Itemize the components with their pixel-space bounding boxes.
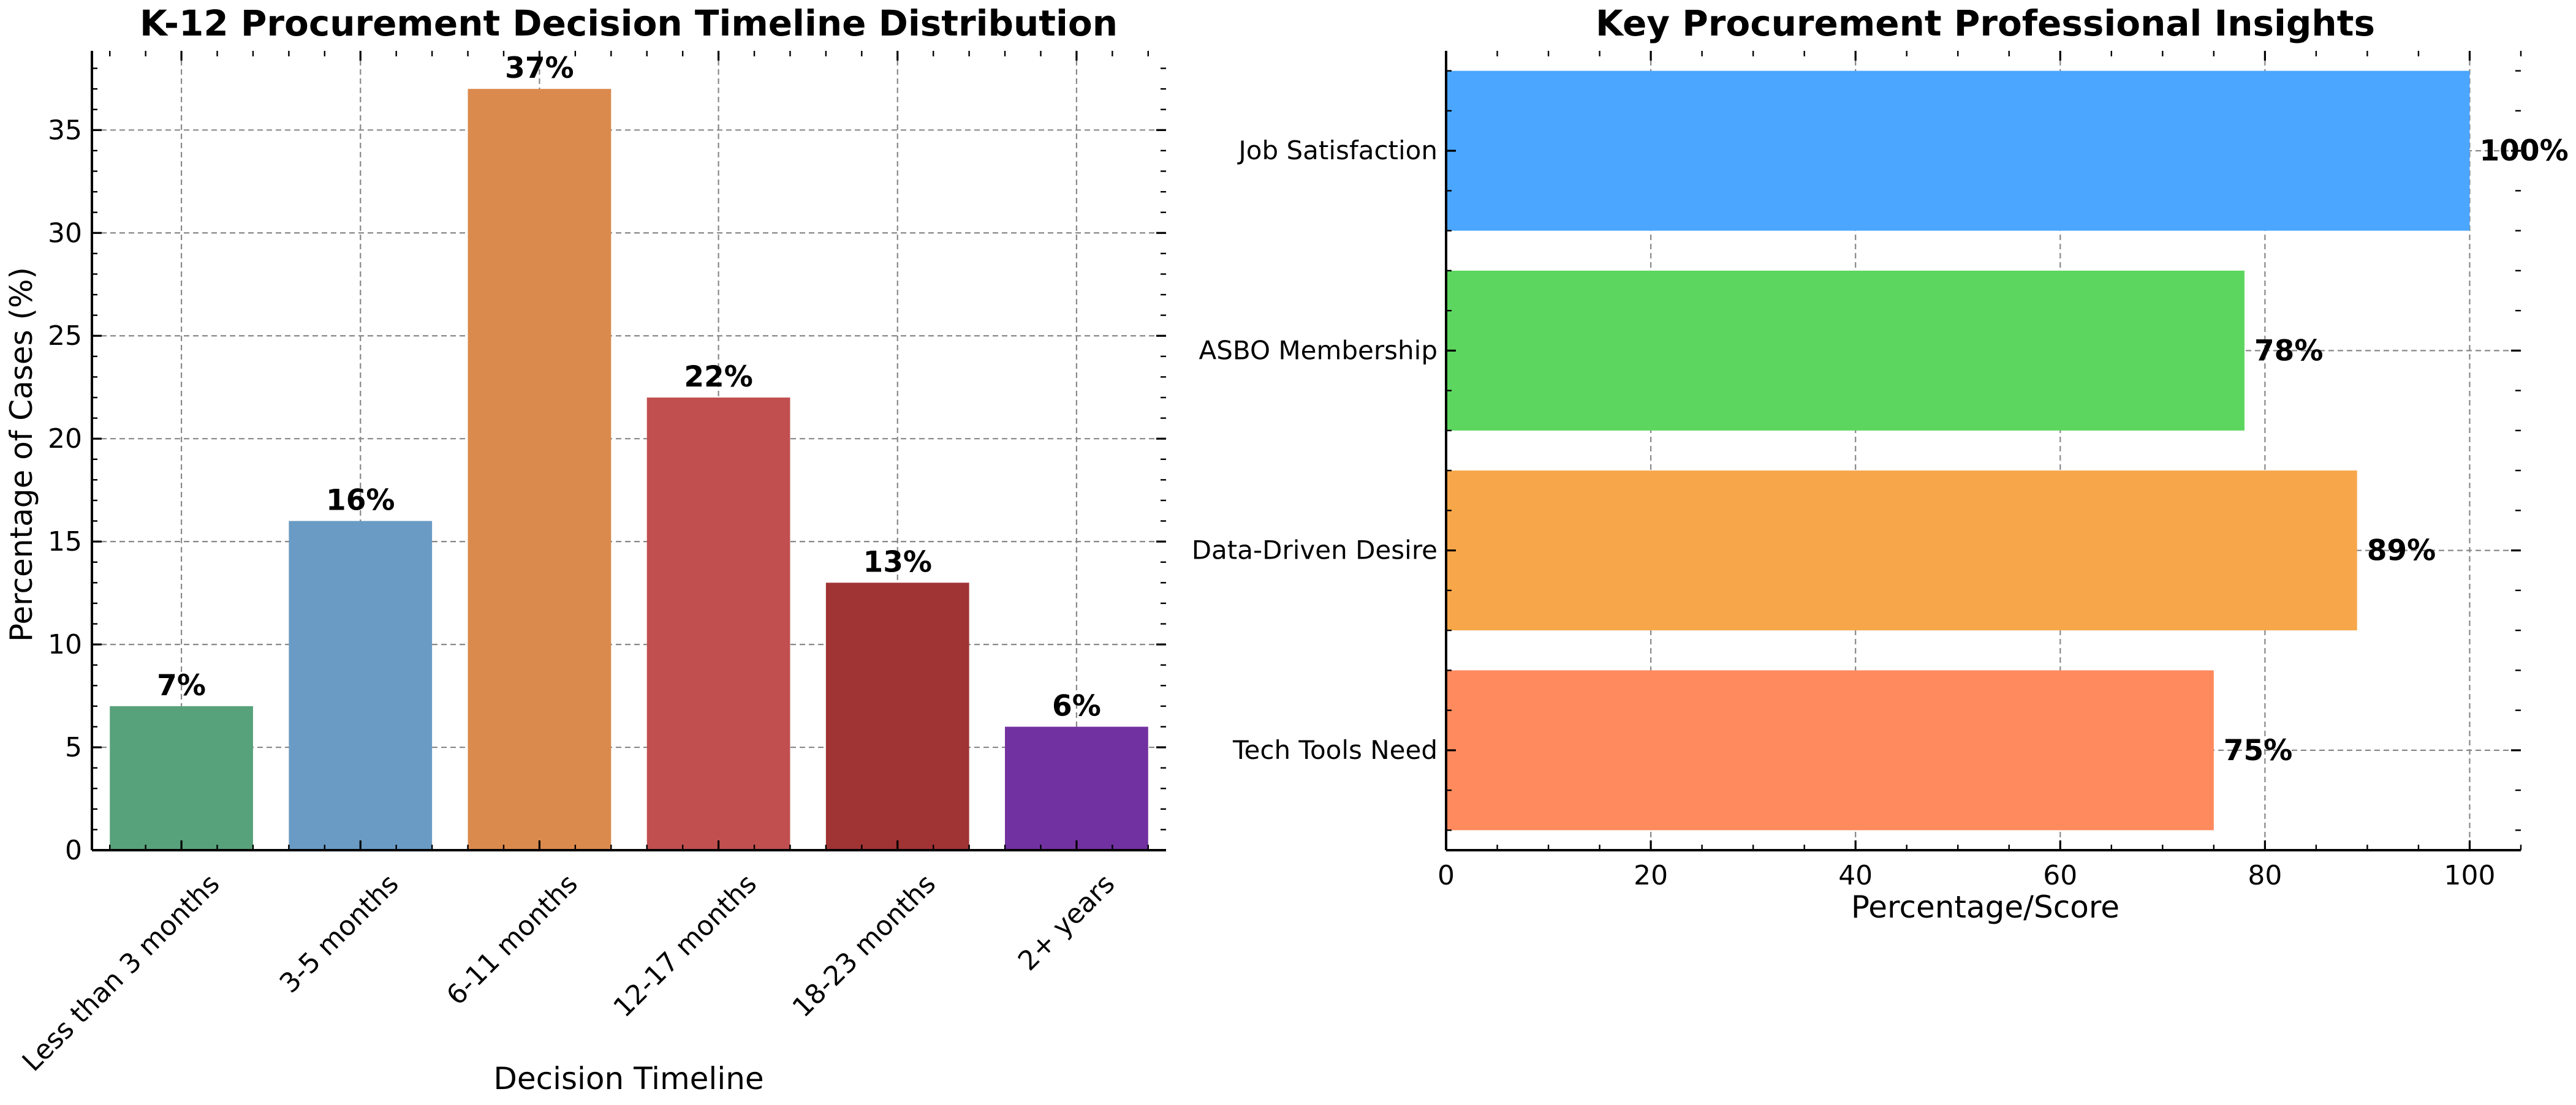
- right-y-tick-label: Data-Driven Desire: [1192, 535, 1438, 565]
- right-x-tick-label: 100: [2444, 860, 2495, 891]
- left-y-tick-label: 30: [48, 217, 82, 249]
- bar-job-satisfaction: [1446, 70, 2470, 231]
- bar-12-17-months: [646, 398, 790, 850]
- left-y-tick-label: 10: [48, 629, 82, 660]
- right-y-tick-labels: Tech Tools Need Data-Driven Desire ASBO Me…: [1192, 135, 1438, 765]
- right-x-tick-label: 20: [1634, 860, 1668, 891]
- bar-value-label: 89%: [2367, 534, 2436, 568]
- left-x-tick-label: 6-11 months: [441, 868, 584, 1011]
- bar-value-label: 75%: [2224, 734, 2293, 767]
- right-x-tick-labels: 0 20 40 60 80 100: [1438, 860, 2495, 891]
- bar-6-11-months: [468, 89, 612, 851]
- left-x-tick-label: 18-23 months: [787, 868, 942, 1024]
- left-y-tick-label: 0: [65, 835, 82, 866]
- left-y-tick-label: 5: [65, 732, 82, 763]
- bar-value-label: 16%: [326, 484, 395, 518]
- bar-tech-tools-need: [1446, 670, 2214, 831]
- left-value-labels: 7%16%37%22%13%6%: [157, 51, 1101, 723]
- left-y-tick-label: 25: [48, 320, 82, 352]
- left-gridlines: [92, 51, 1166, 850]
- left-x-tick-labels: Less than 3 months 3-5 months 6-11 months 1…: [17, 868, 1121, 1077]
- bar-value-label: 78%: [2254, 334, 2324, 368]
- left-y-tick-label: 20: [48, 423, 82, 454]
- bar-18-23-months: [825, 583, 969, 850]
- insights-barh-chart: Key Procurement Professional Insights 75…: [1192, 2, 2569, 925]
- right-y-tick-label: Job Satisfaction: [1237, 135, 1438, 165]
- right-chart-title: Key Procurement Professional Insights: [1596, 2, 2375, 44]
- bar-value-label: 100%: [2479, 134, 2568, 168]
- right-axes: [1445, 51, 2522, 851]
- left-y-tick-label: 35: [48, 115, 82, 146]
- bar-value-label: 7%: [157, 669, 206, 703]
- bar-value-label: 22%: [684, 360, 753, 394]
- left-y-axis-label: Percentage of Cases (%): [4, 267, 39, 642]
- right-x-tick-label: 60: [2043, 860, 2077, 891]
- right-value-labels: 75% 89% 78% 100%: [2224, 134, 2569, 767]
- left-x-axis-label: Decision Timeline: [493, 1061, 763, 1096]
- left-x-tick-label: Less than 3 months: [17, 868, 226, 1077]
- bar-asbo-membership: [1446, 270, 2245, 431]
- right-bars: [1446, 70, 2470, 831]
- right-x-tick-label: 40: [1838, 860, 1873, 891]
- right-x-tick-label: 80: [2248, 860, 2282, 891]
- bar-3-5-months: [289, 521, 433, 850]
- left-y-tick-label: 15: [48, 526, 82, 557]
- bar-data-driven-desire: [1446, 470, 2357, 631]
- bar-2-years: [1005, 726, 1148, 850]
- right-x-axis-label: Percentage/Score: [1851, 889, 2120, 925]
- left-axes: [91, 51, 1166, 851]
- right-x-tick-label: 0: [1438, 860, 1455, 891]
- right-y-tick-label: ASBO Membership: [1199, 335, 1438, 365]
- left-x-tick-label: 3-5 months: [274, 868, 405, 999]
- left-chart-title: K-12 Procurement Decision Timeline Distr…: [140, 2, 1118, 44]
- timeline-bar-chart: K-12 Procurement Decision Timeline Distr…: [4, 2, 1166, 1096]
- left-x-tick-label: 2+ years: [1012, 868, 1121, 976]
- bar-value-label: 13%: [863, 545, 933, 579]
- right-y-tick-label: Tech Tools Need: [1232, 735, 1438, 765]
- left-y-tick-labels: 0 5 10 15 20 25 30 35: [48, 115, 82, 866]
- left-x-tick-label: 12-17 months: [607, 868, 763, 1024]
- left-bars: [110, 89, 1148, 851]
- bar-value-label: 6%: [1052, 689, 1101, 723]
- bar-less-than-3-months: [110, 706, 253, 850]
